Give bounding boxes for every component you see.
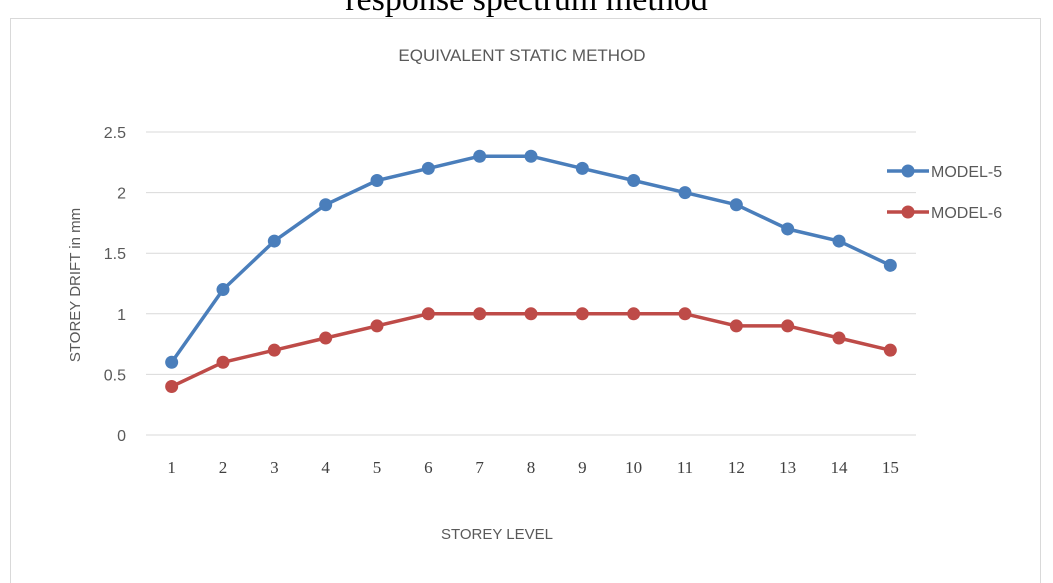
data-point — [883, 258, 897, 272]
legend-label: MODEL-5 — [931, 164, 1002, 181]
chart-title: EQUIVALENT STATIC METHOD — [398, 46, 645, 65]
data-point — [729, 319, 743, 333]
series-line — [169, 154, 893, 365]
legend-item: MODEL-5 — [887, 164, 1002, 181]
data-point — [165, 355, 179, 369]
data-point — [319, 198, 333, 212]
y-axis-label: STOREY DRIFT in mm — [67, 208, 84, 362]
data-point — [524, 307, 538, 321]
data-point — [575, 307, 589, 321]
x-tick-label: 15 — [882, 458, 899, 477]
x-tick-label: 13 — [779, 458, 796, 477]
x-tick-label: 4 — [321, 458, 330, 477]
x-tick-label: 14 — [831, 458, 849, 477]
y-tick-label: 0.5 — [104, 367, 126, 384]
data-point — [473, 307, 487, 321]
data-point — [832, 234, 846, 248]
data-point — [370, 173, 384, 187]
x-tick-label: 3 — [270, 458, 279, 477]
data-point — [729, 198, 743, 212]
data-point — [165, 380, 179, 394]
chart-frame — [10, 18, 1041, 583]
legend-label: MODEL-6 — [931, 205, 1002, 222]
data-point — [781, 319, 795, 333]
axis-layer: 00.511.522.51 2 3 4 5 6 7 8 9 10 11 12 13 14 15 — [104, 125, 899, 477]
x-tick-label: 5 — [373, 458, 382, 477]
y-tick-label: 1.5 — [104, 246, 126, 263]
data-point — [883, 343, 897, 357]
y-tick-label: 0 — [117, 428, 126, 445]
x-tick-label: 7 — [475, 458, 484, 477]
x-tick-label: 1 — [167, 458, 176, 477]
data-point — [319, 331, 333, 345]
grid-layer — [146, 131, 916, 436]
x-tick-label: 9 — [578, 458, 587, 477]
figure-caption: response spectrum method — [0, 0, 1053, 24]
data-point — [267, 234, 281, 248]
legend: MODEL-5 MODEL-6 — [887, 164, 1002, 222]
legend-swatch-marker — [901, 205, 915, 219]
x-tick-label: 2 — [219, 458, 228, 477]
data-point — [575, 161, 589, 175]
data-point — [216, 283, 230, 297]
data-point — [627, 307, 641, 321]
x-tick-label: 11 — [677, 458, 693, 477]
data-point — [678, 307, 692, 321]
data-point — [267, 343, 281, 357]
data-point — [370, 319, 384, 333]
x-tick-label: 6 — [424, 458, 433, 477]
data-point — [473, 149, 487, 163]
series-1 — [165, 149, 897, 369]
data-point — [627, 173, 641, 187]
x-tick-label: 8 — [527, 458, 536, 477]
data-point — [524, 149, 538, 163]
legend-swatch-marker — [901, 164, 915, 178]
data-point — [781, 222, 795, 236]
data-point — [832, 331, 846, 345]
y-tick-label: 2 — [117, 186, 126, 203]
x-tick-label: 10 — [625, 458, 642, 477]
legend-item: MODEL-6 — [887, 205, 1002, 222]
y-tick-label: 2.5 — [104, 125, 126, 142]
data-point — [421, 307, 435, 321]
data-point — [421, 161, 435, 175]
x-tick-label: 12 — [728, 458, 745, 477]
data-point — [678, 186, 692, 200]
x-axis-label: STOREY LEVEL — [441, 526, 553, 543]
series-2 — [165, 307, 897, 394]
series-layer — [165, 149, 897, 394]
data-point — [216, 355, 230, 369]
y-tick-label: 1 — [117, 307, 126, 324]
